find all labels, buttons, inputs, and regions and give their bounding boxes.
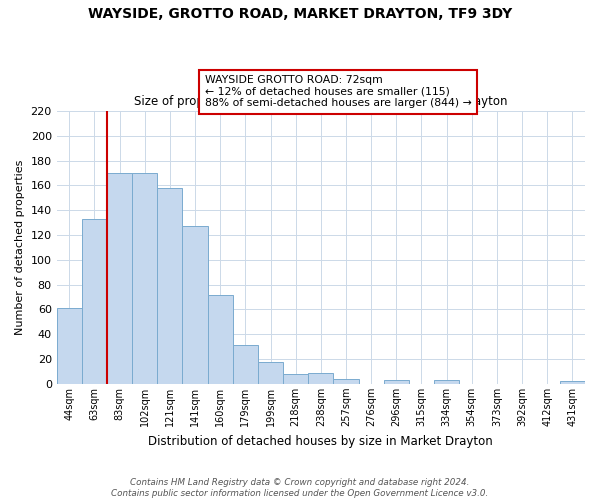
Bar: [384, 380, 409, 384]
Text: WAYSIDE GROTTO ROAD: 72sqm
← 12% of detached houses are smaller (115)
88% of sem: WAYSIDE GROTTO ROAD: 72sqm ← 12% of deta…: [205, 75, 472, 108]
Text: Contains HM Land Registry data © Crown copyright and database right 2024.
Contai: Contains HM Land Registry data © Crown c…: [112, 478, 488, 498]
Bar: [334, 379, 359, 384]
Bar: [258, 362, 283, 384]
Bar: [208, 294, 233, 384]
X-axis label: Distribution of detached houses by size in Market Drayton: Distribution of detached houses by size …: [148, 434, 493, 448]
Bar: [107, 173, 132, 384]
Bar: [434, 380, 459, 384]
Bar: [132, 173, 157, 384]
Bar: [182, 226, 208, 384]
Bar: [82, 219, 107, 384]
Y-axis label: Number of detached properties: Number of detached properties: [15, 160, 25, 335]
Bar: [157, 188, 182, 384]
Title: Size of property relative to detached houses in Market Drayton: Size of property relative to detached ho…: [134, 96, 508, 108]
Text: WAYSIDE, GROTTO ROAD, MARKET DRAYTON, TF9 3DY: WAYSIDE, GROTTO ROAD, MARKET DRAYTON, TF…: [88, 8, 512, 22]
Bar: [56, 308, 82, 384]
Bar: [233, 346, 258, 384]
Bar: [560, 382, 585, 384]
Bar: [308, 372, 334, 384]
Bar: [283, 374, 308, 384]
